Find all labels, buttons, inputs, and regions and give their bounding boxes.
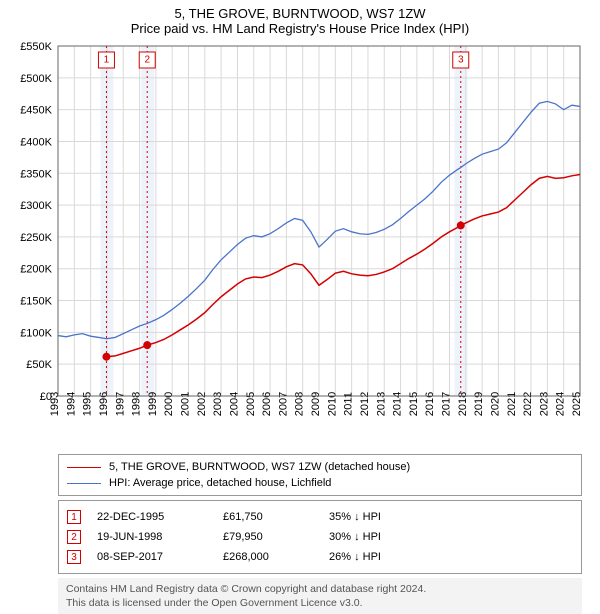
svg-text:2014: 2014 xyxy=(392,392,404,416)
svg-text:2013: 2013 xyxy=(375,392,387,416)
svg-text:£550K: £550K xyxy=(20,41,52,53)
svg-text:2023: 2023 xyxy=(538,392,550,416)
svg-text:£250K: £250K xyxy=(20,232,52,244)
svg-text:£350K: £350K xyxy=(20,168,52,180)
transaction-row: 3 08-SEP-2017 £268,000 26% ↓ HPI xyxy=(67,547,573,567)
attribution-line2: This data is licensed under the Open Gov… xyxy=(66,596,574,610)
svg-text:1997: 1997 xyxy=(114,392,126,416)
transactions-table: 1 22-DEC-1995 £61,750 35% ↓ HPI 2 19-JUN-1998… xyxy=(58,500,582,574)
legend-label: 5, THE GROVE, BURNTWOOD, WS7 1ZW (detach… xyxy=(109,461,410,473)
transaction-date: 22-DEC-1995 xyxy=(97,511,207,523)
chart-area: £0£50K£100K£150K£200K£250K£300K£350K£400… xyxy=(10,40,590,450)
transaction-badge: 3 xyxy=(67,550,81,564)
svg-text:1998: 1998 xyxy=(131,392,143,416)
transaction-badge: 2 xyxy=(67,530,81,544)
transaction-price: £61,750 xyxy=(223,511,313,523)
svg-text:1993: 1993 xyxy=(49,392,61,416)
legend-swatch xyxy=(67,467,101,468)
svg-text:3: 3 xyxy=(458,55,464,66)
svg-text:1: 1 xyxy=(104,55,110,66)
legend-row: HPI: Average price, detached house, Lich… xyxy=(67,475,573,491)
title-address: 5, THE GROVE, BURNTWOOD, WS7 1ZW xyxy=(10,6,590,21)
svg-text:2010: 2010 xyxy=(326,392,338,416)
transaction-date: 08-SEP-2017 xyxy=(97,551,207,563)
title-subtitle: Price paid vs. HM Land Registry's House … xyxy=(10,21,590,36)
svg-text:£450K: £450K xyxy=(20,105,52,117)
svg-text:2002: 2002 xyxy=(196,392,208,416)
attribution: Contains HM Land Registry data © Crown c… xyxy=(58,578,582,614)
legend-swatch xyxy=(67,483,101,484)
svg-text:2003: 2003 xyxy=(212,392,224,416)
svg-text:£200K: £200K xyxy=(20,264,52,276)
transaction-row: 2 19-JUN-1998 £79,950 30% ↓ HPI xyxy=(67,527,573,547)
svg-text:2019: 2019 xyxy=(473,392,485,416)
svg-text:2001: 2001 xyxy=(180,392,192,416)
title-block: 5, THE GROVE, BURNTWOOD, WS7 1ZW Price p… xyxy=(10,6,590,36)
svg-text:2000: 2000 xyxy=(163,392,175,416)
svg-text:2018: 2018 xyxy=(457,392,469,416)
transaction-price: £268,000 xyxy=(223,551,313,563)
svg-text:2005: 2005 xyxy=(245,392,257,416)
svg-text:2007: 2007 xyxy=(277,392,289,416)
svg-text:1999: 1999 xyxy=(147,392,159,416)
svg-text:2009: 2009 xyxy=(310,392,322,416)
svg-text:2021: 2021 xyxy=(506,392,518,416)
transaction-price: £79,950 xyxy=(223,531,313,543)
svg-text:2016: 2016 xyxy=(424,392,436,416)
svg-text:£400K: £400K xyxy=(20,136,52,148)
svg-text:2024: 2024 xyxy=(555,392,567,416)
transaction-row: 1 22-DEC-1995 £61,750 35% ↓ HPI xyxy=(67,507,573,527)
svg-text:2025: 2025 xyxy=(571,392,583,416)
transaction-diff: 35% ↓ HPI xyxy=(329,511,439,523)
legend: 5, THE GROVE, BURNTWOOD, WS7 1ZW (detach… xyxy=(58,454,582,496)
svg-text:£500K: £500K xyxy=(20,73,52,85)
svg-text:2012: 2012 xyxy=(359,392,371,416)
svg-text:1995: 1995 xyxy=(82,392,94,416)
svg-text:1994: 1994 xyxy=(65,392,77,416)
svg-text:£300K: £300K xyxy=(20,200,52,212)
svg-text:£50K: £50K xyxy=(26,359,52,371)
attribution-line1: Contains HM Land Registry data © Crown c… xyxy=(66,582,574,596)
chart-container: 5, THE GROVE, BURNTWOOD, WS7 1ZW Price p… xyxy=(0,0,600,590)
transaction-badge: 1 xyxy=(67,510,81,524)
legend-label: HPI: Average price, detached house, Lich… xyxy=(109,477,331,489)
chart-svg: £0£50K£100K£150K£200K£250K£300K£350K£400… xyxy=(10,40,590,450)
svg-text:2006: 2006 xyxy=(261,392,273,416)
svg-text:2008: 2008 xyxy=(294,392,306,416)
svg-text:£150K: £150K xyxy=(20,296,52,308)
svg-text:2022: 2022 xyxy=(522,392,534,416)
svg-text:£100K: £100K xyxy=(20,327,52,339)
svg-text:2017: 2017 xyxy=(441,392,453,416)
svg-text:2015: 2015 xyxy=(408,392,420,416)
transaction-diff: 30% ↓ HPI xyxy=(329,531,439,543)
svg-text:1996: 1996 xyxy=(98,392,110,416)
legend-row: 5, THE GROVE, BURNTWOOD, WS7 1ZW (detach… xyxy=(67,459,573,475)
svg-text:2020: 2020 xyxy=(489,392,501,416)
transaction-diff: 26% ↓ HPI xyxy=(329,551,439,563)
svg-text:2004: 2004 xyxy=(228,392,240,416)
transaction-date: 19-JUN-1998 xyxy=(97,531,207,543)
svg-text:2: 2 xyxy=(144,55,150,66)
